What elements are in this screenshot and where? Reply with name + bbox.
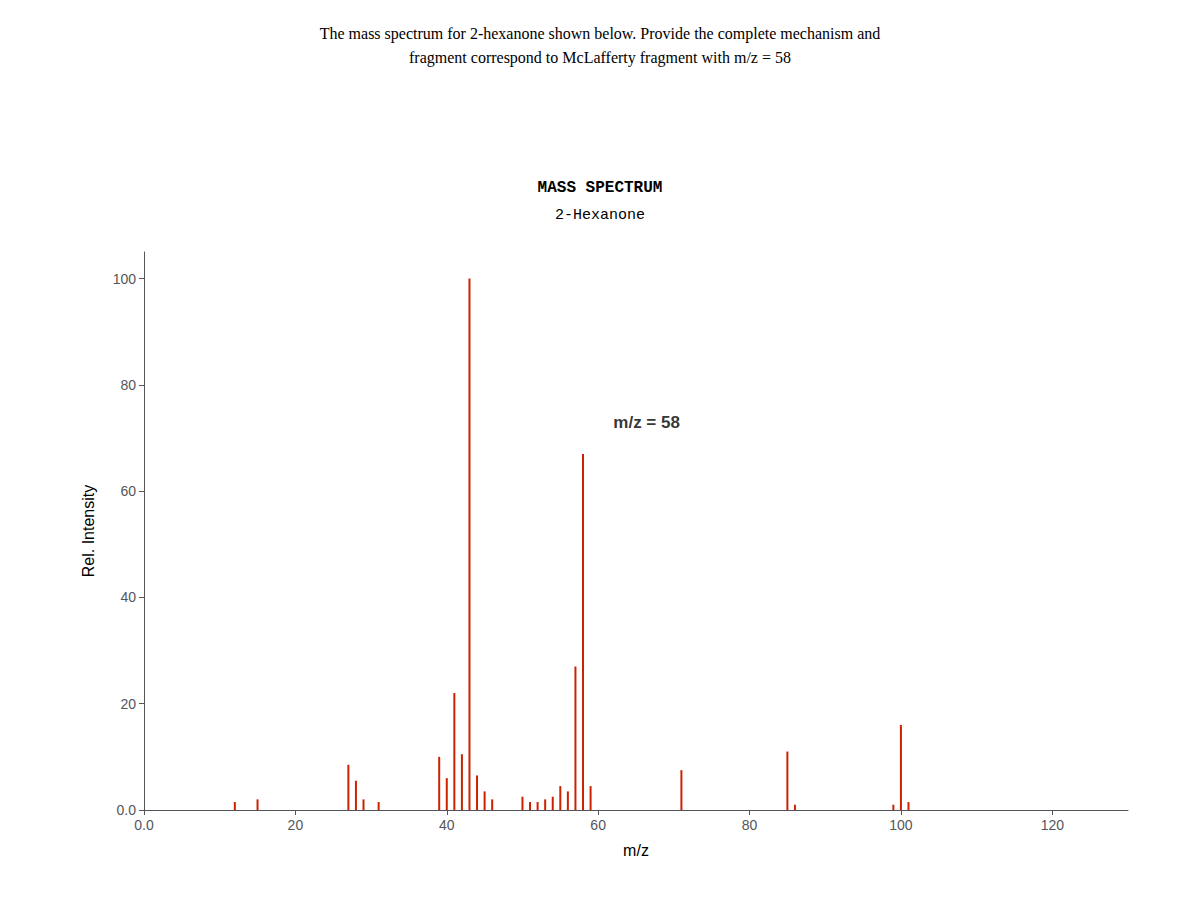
svg-text:0.0: 0.0 xyxy=(117,802,137,818)
svg-text:2-Hexanone: 2-Hexanone xyxy=(555,207,645,224)
svg-text:100: 100 xyxy=(889,817,913,833)
svg-text:0.0: 0.0 xyxy=(134,817,154,833)
svg-text:40: 40 xyxy=(120,589,136,605)
svg-text:100: 100 xyxy=(113,271,137,287)
svg-text:20: 20 xyxy=(288,817,304,833)
svg-text:80: 80 xyxy=(742,817,758,833)
svg-text:Rel. Intensity: Rel. Intensity xyxy=(80,485,97,577)
svg-text:40: 40 xyxy=(439,817,455,833)
svg-text:20: 20 xyxy=(120,696,136,712)
svg-text:120: 120 xyxy=(1041,817,1065,833)
svg-text:80: 80 xyxy=(120,377,136,393)
svg-text:60: 60 xyxy=(590,817,606,833)
svg-text:m/z = 58: m/z = 58 xyxy=(613,413,680,432)
svg-text:fragment correspond to McLaffe: fragment correspond to McLafferty fragme… xyxy=(409,49,791,67)
svg-text:The mass spectrum for 2-hexano: The mass spectrum for 2-hexanone shown b… xyxy=(320,25,881,43)
svg-text:MASS SPECTRUM: MASS SPECTRUM xyxy=(538,179,663,197)
svg-text:60: 60 xyxy=(120,483,136,499)
svg-text:m/z: m/z xyxy=(623,842,649,859)
